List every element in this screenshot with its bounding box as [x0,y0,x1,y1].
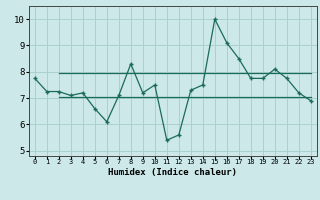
X-axis label: Humidex (Indice chaleur): Humidex (Indice chaleur) [108,168,237,177]
